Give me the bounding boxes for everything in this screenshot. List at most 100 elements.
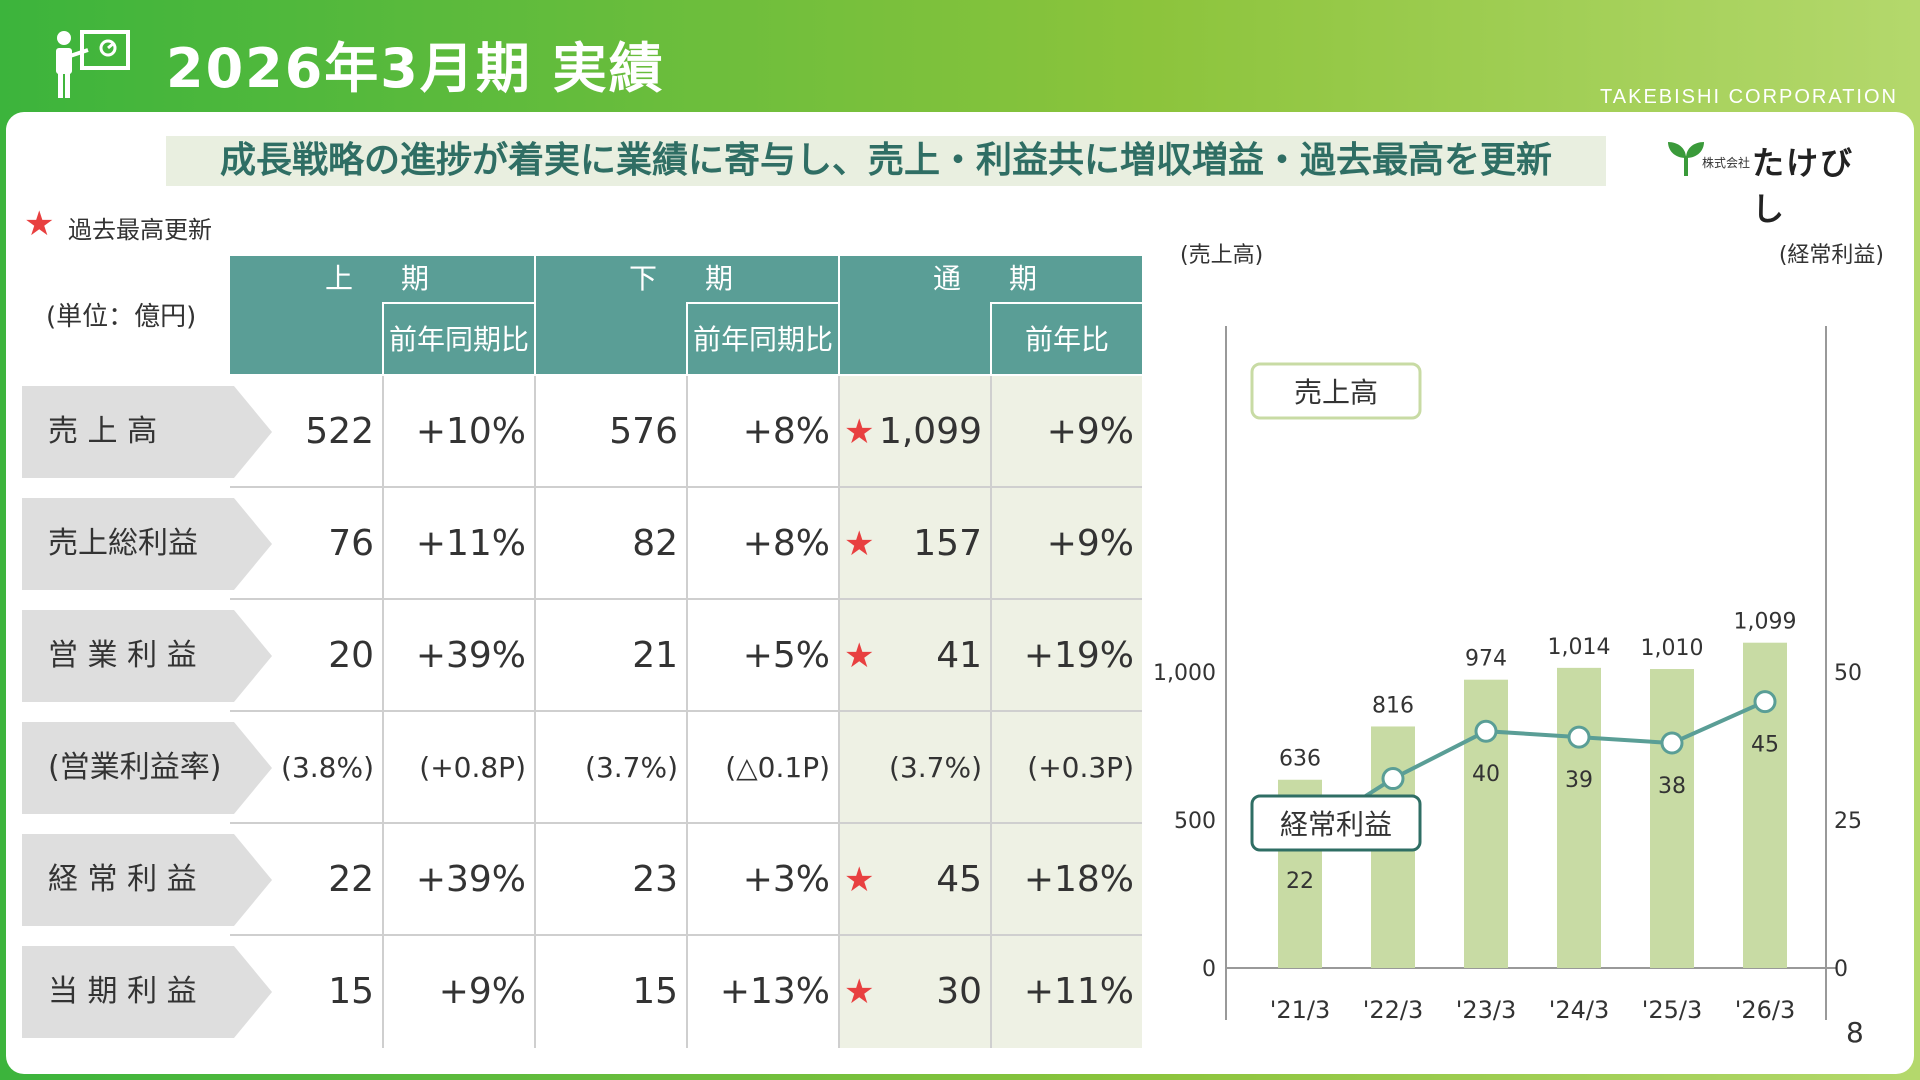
sprout-logo-icon bbox=[1668, 142, 1704, 176]
row-label: 売上総利益 bbox=[22, 498, 272, 590]
page-title: 2026年3月期 実績 bbox=[166, 37, 665, 100]
cell-value: +13% bbox=[719, 971, 830, 1012]
cell-value: (△0.1P) bbox=[725, 751, 830, 784]
cell-value: 41 bbox=[936, 635, 982, 676]
cell-value: (+0.8P) bbox=[419, 751, 526, 784]
table-cell-fy_yoy: +18% bbox=[990, 824, 1142, 936]
table-cell-h2_yoy: +3% bbox=[686, 824, 838, 936]
table-cell-fy: ★ 41 bbox=[838, 600, 990, 712]
x-tick-label: '26/3 bbox=[1735, 996, 1796, 1024]
corporation-name: TAKEBISHI CORPORATION bbox=[1600, 86, 1898, 108]
table-cell-h1_yoy: +9% bbox=[382, 936, 534, 1048]
column-divider bbox=[838, 376, 840, 1048]
y-tick-right: 50 bbox=[1834, 661, 1862, 686]
cell-value: +39% bbox=[415, 859, 526, 900]
cell-value: +3% bbox=[742, 859, 830, 900]
table-cell-h1: (3.8%) bbox=[230, 712, 382, 824]
row-label-shape bbox=[22, 498, 272, 590]
y-axis-left-title: (売上高) bbox=[1180, 243, 1263, 268]
results-chart: (売上高) (経常利益) 0 500 1,000 0 25 50 636 '21/3 816 '22/… bbox=[1153, 243, 1884, 1024]
table-cell-h1_yoy: +11% bbox=[382, 488, 534, 600]
table-cell-h2: 82 bbox=[534, 488, 686, 600]
row-label-text: 営 業 利 益 bbox=[48, 638, 197, 673]
logo-name: たけびし bbox=[1752, 144, 1855, 228]
column-divider bbox=[534, 376, 536, 1048]
cell-value: (+0.3P) bbox=[1027, 751, 1134, 784]
record-star-icon: ★ bbox=[844, 636, 875, 676]
bar-sales bbox=[1557, 667, 1601, 968]
y-tick-left: 0 bbox=[1202, 957, 1216, 982]
header-divider bbox=[534, 256, 536, 374]
bar-value-label: 1,014 bbox=[1548, 635, 1611, 660]
table-cell-h2: 21 bbox=[534, 600, 686, 712]
cell-value: +8% bbox=[742, 523, 830, 564]
cell-value: +9% bbox=[438, 971, 526, 1012]
table-cell-h2_yoy: (△0.1P) bbox=[686, 712, 838, 824]
cell-value: +11% bbox=[415, 523, 526, 564]
bar-value-label: 816 bbox=[1372, 693, 1414, 718]
cell-value: 1,099 bbox=[878, 411, 982, 452]
cell-value: 76 bbox=[328, 523, 374, 564]
table-cell-fy: ★ 1,099 bbox=[838, 376, 990, 488]
cell-value: +9% bbox=[1046, 411, 1134, 452]
record-star-icon: ★ bbox=[844, 972, 875, 1012]
x-tick-label: '22/3 bbox=[1363, 996, 1424, 1024]
unit-label: (単位：億円) bbox=[46, 302, 197, 332]
row-label-text: 当 期 利 益 bbox=[48, 974, 197, 1009]
table-cell-h1: 15 bbox=[230, 936, 382, 1048]
y-axis-right-title: (経常利益) bbox=[1779, 243, 1884, 268]
y-tick-right: 0 bbox=[1834, 957, 1848, 982]
cell-value: +18% bbox=[1023, 859, 1134, 900]
logo-prefix: 株式会社 bbox=[1702, 156, 1751, 170]
table-subheader: 前年比 bbox=[990, 302, 1142, 374]
cell-value: 15 bbox=[328, 971, 374, 1012]
table-cell-h1: 22 bbox=[230, 824, 382, 936]
row-label-text: 経 常 利 益 bbox=[48, 862, 197, 897]
cell-value: (3.8%) bbox=[281, 751, 374, 784]
cell-value: 576 bbox=[609, 411, 678, 452]
bar-value-label: 1,099 bbox=[1734, 610, 1797, 635]
cell-value: 23 bbox=[632, 859, 678, 900]
bar-value-label: 974 bbox=[1465, 647, 1507, 672]
record-star-icon: ★ bbox=[844, 860, 875, 900]
page-number: 8 bbox=[1846, 1016, 1864, 1049]
row-label: 売 上 高 bbox=[22, 386, 272, 478]
row-label: 営 業 利 益 bbox=[22, 610, 272, 702]
x-tick-label: '21/3 bbox=[1270, 996, 1331, 1024]
table-cell-fy_yoy: (+0.3P) bbox=[990, 712, 1142, 824]
line-value-label: 40 bbox=[1472, 762, 1500, 787]
row-label-text: (営業利益率) bbox=[48, 750, 222, 785]
table-cell-h2_yoy: +8% bbox=[686, 376, 838, 488]
table-group-header: 上 期 bbox=[230, 256, 534, 302]
table-group-header: 下 期 bbox=[534, 256, 838, 302]
column-divider bbox=[686, 376, 688, 1048]
table-header-blank bbox=[534, 302, 686, 374]
table-subheader: 前年同期比 bbox=[382, 302, 534, 374]
cell-value: 45 bbox=[936, 859, 982, 900]
table-cell-fy: ★ 30 bbox=[838, 936, 990, 1048]
table-cell-fy_yoy: +9% bbox=[990, 376, 1142, 488]
cell-value: 157 bbox=[913, 523, 982, 564]
y-tick-left: 1,000 bbox=[1153, 661, 1216, 686]
bar-value-label: 636 bbox=[1279, 747, 1321, 772]
cell-value: 22 bbox=[328, 859, 374, 900]
table-cell-fy: (3.7%) bbox=[838, 712, 990, 824]
legend-text: 過去最高更新 bbox=[68, 216, 212, 244]
cell-value: +9% bbox=[1046, 523, 1134, 564]
table-cell-fy: ★ 157 bbox=[838, 488, 990, 600]
column-divider bbox=[990, 376, 992, 1048]
row-label-shape bbox=[22, 386, 272, 478]
cell-value: 15 bbox=[632, 971, 678, 1012]
bar-value-label: 1,010 bbox=[1641, 636, 1704, 661]
y-tick-left: 500 bbox=[1174, 809, 1216, 834]
table-cell-h1: 76 bbox=[230, 488, 382, 600]
series-label-sales: 売上高 bbox=[1294, 376, 1378, 409]
x-tick-label: '25/3 bbox=[1642, 996, 1703, 1024]
cell-value: (3.7%) bbox=[889, 751, 982, 784]
row-label: 当 期 利 益 bbox=[22, 946, 272, 1038]
row-label-shape bbox=[22, 610, 272, 702]
table-subheader: 前年同期比 bbox=[686, 302, 838, 374]
row-label-text: 売上総利益 bbox=[48, 526, 198, 561]
table-header-blank bbox=[230, 302, 382, 374]
line-ordinary-profit bbox=[1298, 699, 1766, 840]
